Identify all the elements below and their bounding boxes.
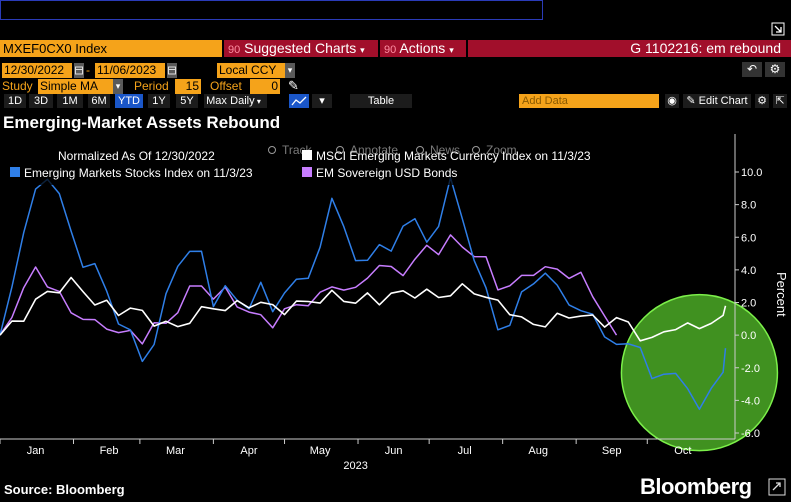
calendar-icon[interactable] (74, 63, 84, 78)
dropdown-arrow-icon: ▾ (360, 45, 365, 55)
table-button[interactable]: Table (350, 94, 412, 108)
y-tick-label: 0.0 (741, 330, 756, 342)
offset-label: Offset (210, 79, 242, 93)
overlay-tool-zoom[interactable]: Zoom (486, 143, 517, 157)
period-label: Period (134, 79, 169, 93)
x-tick-label: Jan (27, 445, 45, 457)
dropdown-arrow-icon: ▾ (449, 45, 454, 55)
legend-swatch (10, 167, 20, 177)
range-button-5y[interactable]: 5Y (176, 94, 198, 108)
y-axis-label: Percent (774, 272, 789, 317)
x-tick-label: Jul (458, 445, 472, 457)
settings-icon[interactable]: ⚙ (755, 94, 769, 108)
series-line-stocks[interactable] (0, 176, 727, 411)
tool-icon (416, 146, 424, 154)
range-button-6m[interactable]: 6M (88, 94, 110, 108)
legend-label: MSCI Emerging Markets Currency Index on … (316, 149, 591, 163)
range-button-3d[interactable]: 3D (29, 94, 53, 108)
tool-icon (268, 146, 276, 154)
suggested-charts-label: Suggested Charts (244, 40, 357, 56)
add-data-input[interactable]: Add Data (519, 94, 659, 108)
resize-icon[interactable] (771, 22, 785, 36)
y-tick-label: 2.0 (741, 298, 756, 310)
menu-number-icon: 90 (228, 44, 241, 56)
dropdown-arrow-icon[interactable]: ▾ (285, 63, 295, 78)
overlay-tool-news[interactable]: News (430, 143, 460, 157)
normalized-label: Normalized As Of 12/30/2022 (58, 149, 215, 163)
y-tick-label: 10.0 (741, 167, 762, 179)
date-separator: - (86, 63, 90, 77)
edit-chart-button[interactable]: ✎ Edit Chart (683, 94, 751, 108)
range-button-1d[interactable]: 1D (4, 94, 26, 108)
collapse-icon[interactable]: ⇱ (773, 94, 787, 108)
period-field[interactable]: 15 (175, 79, 201, 94)
line-chart[interactable]: -6.0 -4.0 -2.0 0.0 2.0 4.0 6.0 8.0 10.0 Percent J… (0, 134, 791, 474)
tool-icon (472, 146, 480, 154)
legend-swatch (302, 167, 312, 177)
y-tick-label: -6.0 (741, 428, 760, 440)
y-tick-label: 4.0 (741, 265, 756, 277)
edit-chart-label: Edit Chart (698, 95, 748, 107)
end-date-field[interactable]: 11/06/2023 (95, 63, 165, 78)
currency-select[interactable]: Local CCY (217, 63, 285, 78)
study-select[interactable]: Simple MA (38, 79, 113, 94)
frequency-select[interactable]: Daily ▾ (224, 94, 267, 108)
y-tick-label: 8.0 (741, 200, 756, 212)
controls-row: 12/30/2022 - 11/06/2023 Local CCY ▾ ↶ ⚙ (0, 62, 791, 79)
bloomberg-logo: Bloomberg (640, 474, 752, 499)
chart-id-label: G 1102216: em rebound (468, 40, 791, 57)
source-label: Source: Bloomberg (4, 482, 125, 497)
actions-label: Actions (399, 40, 446, 56)
x-tick-label: Apr (240, 445, 257, 457)
x-tick-label: Jun (385, 445, 403, 457)
undo-icon[interactable]: ↶ (742, 62, 762, 77)
x-tick-label: Mar (166, 445, 185, 457)
legend-box (3, 141, 633, 185)
offset-field[interactable]: 0 (250, 79, 280, 94)
suggested-charts-button[interactable]: 90 Suggested Charts ▾ (224, 40, 378, 57)
range-toolbar: Daily ▾ ▾ Table Add Data ◉ ✎ Edit Chart … (0, 94, 791, 108)
x-tick-label: Sep (602, 445, 622, 457)
eye-icon[interactable]: ◉ (665, 94, 679, 108)
study-row: Study Simple MA ▾ Period 15 Offset 0 ✎ (0, 78, 791, 94)
chart-options-icon[interactable]: ▾ (312, 94, 332, 108)
study-label: Study (2, 79, 33, 93)
tool-icon (336, 146, 344, 154)
range-button-ytd[interactable]: YTD (115, 94, 143, 108)
dropdown-arrow-icon[interactable]: ▾ (113, 79, 123, 94)
x-tick-label: Feb (100, 445, 119, 457)
x-tick-label: May (310, 445, 331, 457)
range-button-max[interactable]: Max (204, 94, 229, 108)
y-tick-label: 6.0 (741, 232, 756, 244)
calendar-icon[interactable] (167, 63, 177, 78)
y-tick-label: -4.0 (741, 395, 760, 407)
range-button-1m[interactable]: 1M (57, 94, 83, 108)
start-date-field[interactable]: 12/30/2022 (2, 63, 72, 78)
dropdown-arrow-icon: ▾ (254, 97, 261, 106)
legend-label: Emerging Markets Stocks Index on 11/3/23 (24, 166, 253, 180)
expand-icon[interactable] (768, 478, 786, 496)
wrench-icon: ✎ (686, 95, 699, 107)
command-line[interactable] (0, 0, 543, 20)
chart-title: Emerging-Market Assets Rebound (3, 113, 281, 132)
x-tick-label: Oct (674, 445, 691, 457)
actions-button[interactable]: 90 Actions ▾ (380, 40, 466, 57)
range-button-1y[interactable]: 1Y (148, 94, 170, 108)
overlay-tool-annotate[interactable]: Annotate (350, 143, 398, 157)
series-line-bonds[interactable] (0, 234, 618, 345)
settings-icon[interactable]: ⚙ (765, 62, 785, 77)
x-axis-label: 2023 (343, 460, 367, 472)
line-chart-icon[interactable] (289, 94, 309, 108)
legend-swatch (302, 150, 312, 160)
ticker-field[interactable]: MXEF0CX0 Index (0, 40, 222, 57)
legend-label: EM Sovereign USD Bonds (316, 166, 457, 180)
series-line-currency[interactable] (0, 276, 727, 342)
pencil-icon[interactable]: ✎ (288, 78, 299, 93)
x-tick-label: Aug (528, 445, 548, 457)
frequency-label: Daily (230, 95, 255, 107)
menu-number-icon: 90 (384, 44, 397, 56)
y-tick-label: -2.0 (741, 363, 760, 375)
